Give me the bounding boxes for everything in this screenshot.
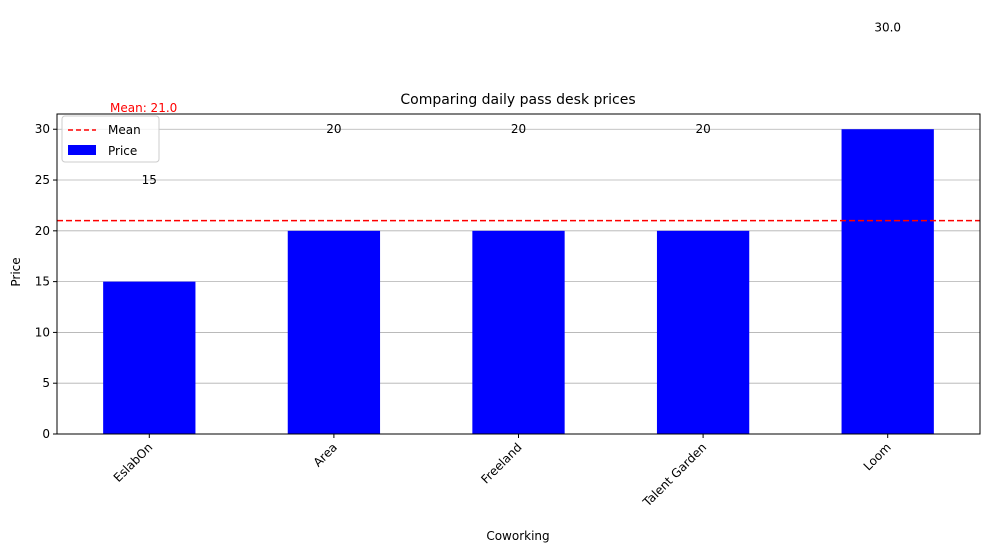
y-tick-label-3: 15	[35, 275, 50, 289]
y-tick-label-0: 0	[42, 427, 50, 441]
bar-2	[472, 230, 565, 434]
x-tick-label-1: Area	[311, 440, 340, 469]
mean-annotation: Mean: 21.0	[110, 101, 177, 115]
y-tick-label-2: 10	[35, 325, 50, 339]
y-axis-label: Price	[9, 257, 23, 286]
y-tick-label-4: 20	[35, 224, 50, 238]
legend-price-swatch	[68, 145, 96, 155]
legend-mean-label: Mean	[108, 123, 141, 137]
bar-3	[656, 230, 750, 434]
y-tick-label-5: 25	[35, 173, 50, 187]
value-label-2: 20	[511, 122, 526, 136]
legend-price-label: Price	[108, 144, 137, 158]
x-axis-label: Coworking	[486, 529, 549, 543]
bar-0	[103, 281, 196, 434]
x-tick-label-0: EslabOn	[111, 440, 156, 485]
x-tick-label-2: Freeland	[478, 440, 524, 486]
value-label-1: 20	[326, 122, 341, 136]
y-tick-label-1: 5	[42, 376, 50, 390]
value-label-3: 20	[695, 122, 710, 136]
chart-title: Comparing daily pass desk prices	[400, 92, 635, 108]
x-tick-label-4: Loom	[861, 440, 894, 473]
bar-1	[287, 230, 381, 434]
value-label-0: 15	[142, 173, 157, 187]
y-tick-label-6: 30	[35, 122, 50, 136]
bar-4	[841, 129, 934, 434]
value-label-4: 30.0	[874, 21, 901, 35]
legend: Mean Price	[61, 115, 160, 163]
x-tick-label-3: Talent Garden	[640, 440, 710, 510]
